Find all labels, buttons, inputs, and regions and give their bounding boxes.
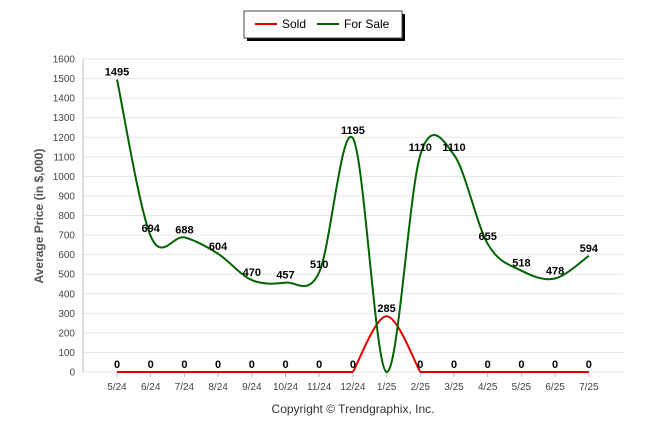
x-tick-label: 2/25 (411, 382, 431, 393)
for-sale-data-label: 478 (546, 265, 564, 277)
y-tick-label: 1000 (53, 172, 76, 183)
y-tick-label: 700 (58, 231, 75, 242)
sold-data-label: 0 (518, 359, 524, 371)
x-tick-label: 4/25 (478, 382, 498, 393)
y-tick-label: 1300 (53, 113, 76, 124)
for-sale-data-label: 1110 (409, 142, 432, 154)
x-tick-label: 10/24 (273, 382, 298, 393)
y-tick-label: 400 (58, 289, 75, 300)
y-tick-label: 600 (58, 250, 75, 261)
sold-data-label: 0 (215, 359, 221, 371)
for-sale-data-label: 655 (479, 231, 497, 243)
legend-sold-label[interactable]: Sold (282, 17, 306, 31)
x-tick-label: 7/25 (579, 382, 599, 393)
sold-data-label: 0 (249, 359, 255, 371)
legend[interactable]: Sold For Sale (243, 10, 405, 41)
y-tick-label: 300 (58, 309, 75, 320)
x-tick-label: 11/24 (307, 382, 332, 393)
x-tick-label: 3/25 (444, 382, 464, 393)
for-sale-data-label: 1495 (105, 67, 129, 79)
for-sale-data-label: 510 (310, 259, 328, 271)
for-sale-data-label: 518 (512, 258, 530, 270)
y-tick-label: 100 (58, 348, 75, 359)
for-sale-data-label: 457 (276, 270, 294, 282)
x-tick-label: 1/25 (377, 382, 397, 393)
series-for-sale (116, 79, 590, 374)
sold-data-label: 0 (586, 359, 592, 371)
sold-data-label: 0 (417, 359, 423, 371)
data-labels: 1495 694 688 604 470 457 510 1195 1110 1110 655 518… (105, 67, 599, 371)
sold-data-label: 0 (114, 359, 120, 371)
series-sold (117, 315, 589, 373)
sold-data-label: 0 (148, 359, 154, 371)
y-tick-label: 1400 (53, 94, 76, 105)
for-sale-data-label: 594 (580, 243, 599, 255)
for-sale-data-label: 604 (209, 241, 228, 253)
for-sale-data-label: 688 (175, 224, 193, 236)
y-tick-label: 0 (69, 368, 75, 379)
for-sale-data-label: 470 (243, 267, 261, 279)
y-tick-label: 1500 (53, 74, 76, 85)
x-tick-label: 7/24 (175, 382, 195, 393)
y-tick-label: 500 (58, 270, 75, 281)
y-tick-label: 1100 (53, 152, 75, 163)
x-tick-label: 12/24 (340, 382, 365, 393)
for-sale-data-label: 1110 (442, 142, 465, 154)
sold-line-curve (352, 315, 422, 373)
x-tick-label: 6/25 (545, 382, 565, 393)
sold-data-label: 0 (181, 359, 187, 371)
y-axis-ticks: 0 100 200 300 400 500 600 700 800 900 1000 1100 1200… (53, 55, 76, 379)
sold-data-label: 0 (350, 359, 356, 371)
y-tick-label: 900 (58, 191, 75, 202)
x-tick-label: 5/24 (107, 382, 127, 393)
x-tick-label: 6/24 (141, 382, 161, 393)
x-tick-label: 9/24 (242, 382, 262, 393)
x-axis-ticks: 5/24 6/24 7/24 8/24 9/24 10/24 11/24 12/24 1/25 2… (107, 372, 599, 393)
y-tick-label: 1200 (53, 133, 76, 144)
for-sale-data-label: 1195 (341, 125, 365, 137)
x-tick-label: 8/24 (208, 382, 228, 393)
series-lines (116, 79, 590, 374)
copyright-footer: Copyright © Trendgraphix, Inc. (272, 402, 435, 416)
legend-forsale-label[interactable]: For Sale (344, 17, 390, 31)
y-tick-label: 1600 (53, 55, 76, 66)
y-tick-label: 800 (58, 211, 75, 222)
sold-data-label: 0 (451, 359, 457, 371)
sold-data-label: 285 (377, 303, 395, 315)
sold-data-label: 0 (485, 359, 491, 371)
x-tick-label: 5/25 (512, 382, 532, 393)
y-tick-label: 200 (58, 328, 75, 339)
sold-data-label: 0 (552, 359, 558, 371)
y-axis-label: Average Price (in $,000) (32, 149, 46, 284)
for-sale-data-label: 694 (142, 223, 161, 235)
sold-data-label: 0 (316, 359, 322, 371)
sold-data-label: 0 (282, 359, 288, 371)
